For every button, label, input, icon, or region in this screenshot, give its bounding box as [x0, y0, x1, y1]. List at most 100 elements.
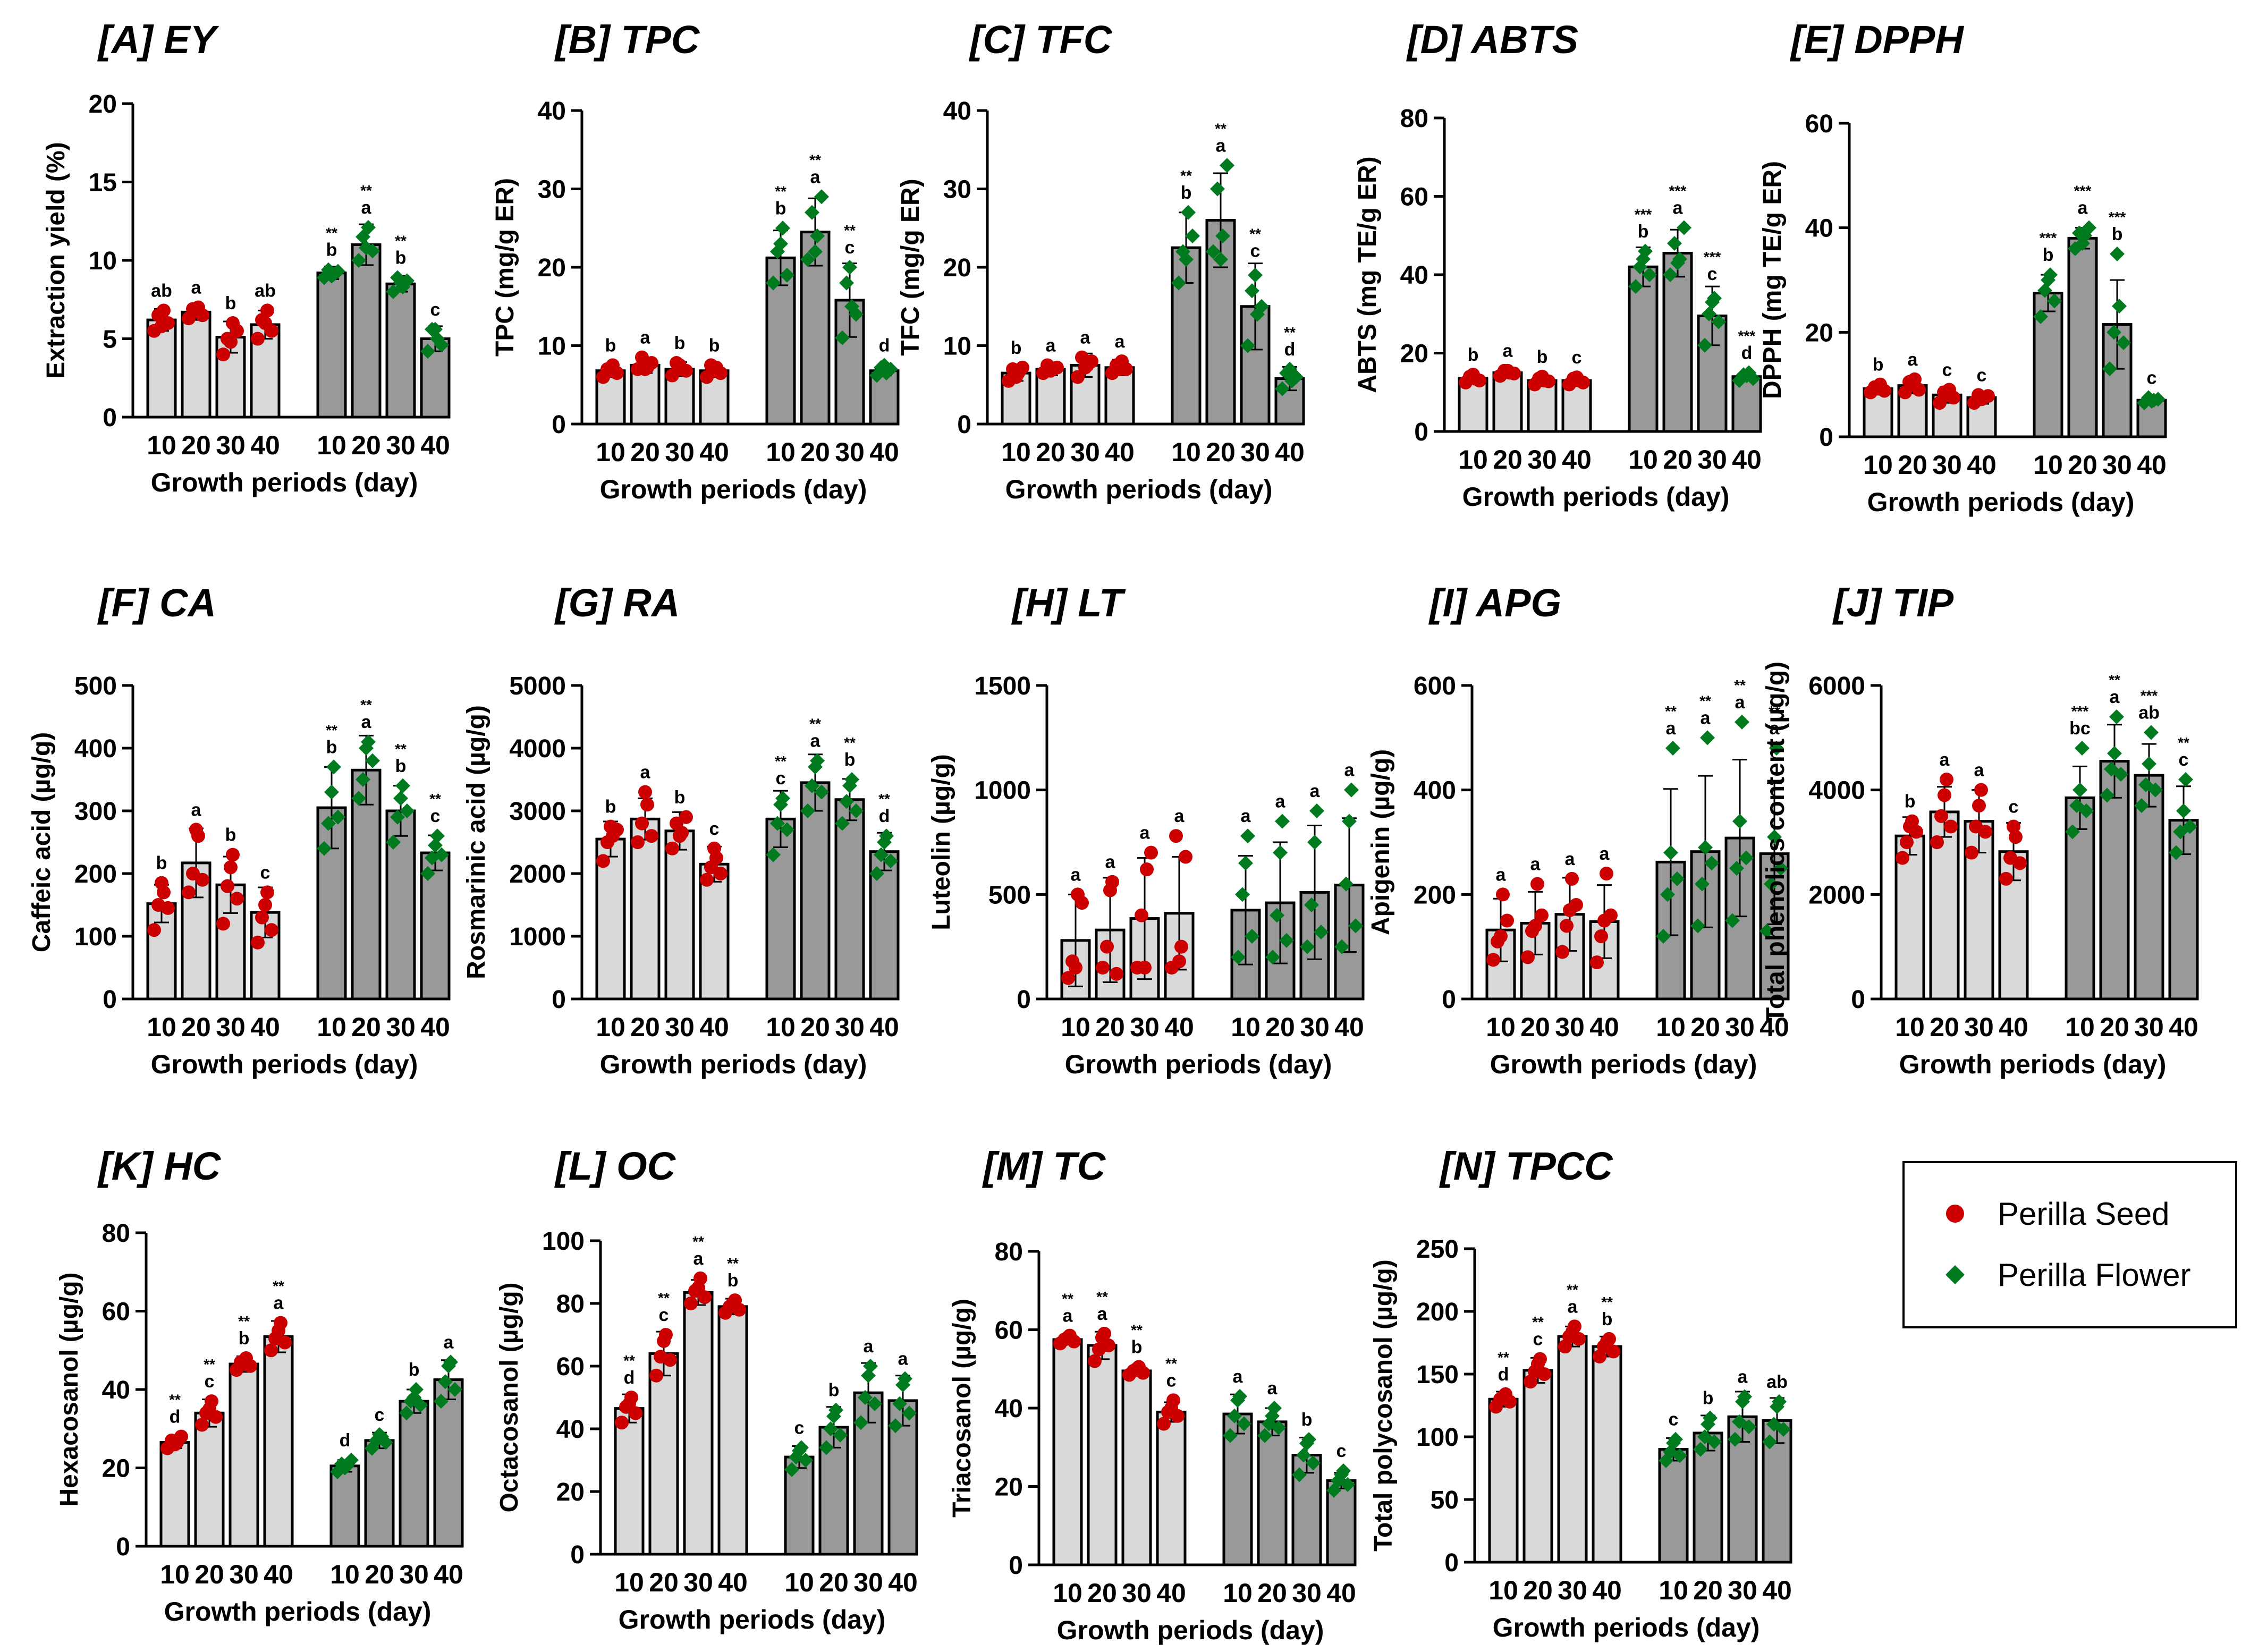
data-point-seed [1500, 913, 1514, 928]
data-point-flower [1773, 861, 1788, 876]
data-point-flower [1171, 275, 1186, 291]
data-point-flower [1275, 814, 1290, 829]
data-point-seed [1978, 825, 1992, 839]
data-point-seed [1606, 1344, 1620, 1359]
x-tick-label: 20 [351, 430, 381, 460]
data-point-flower [395, 778, 410, 793]
data-point-seed [691, 1281, 705, 1295]
x-tick-label: 40 [1326, 1578, 1356, 1608]
data-point-flower [324, 268, 339, 284]
data-point-seed [1140, 862, 1154, 877]
data-point-flower [773, 236, 788, 251]
y-tick-label: 100 [74, 923, 117, 951]
significance-letter: b [409, 1360, 420, 1380]
bar [717, 1305, 748, 1556]
significance-letter: c [2009, 797, 2019, 817]
data-point-seed [1537, 1367, 1551, 1381]
y-axis-label: Total polycosanol (µg/g) [1369, 1259, 1398, 1551]
significance-letter: a [1344, 760, 1355, 781]
data-point-seed [1466, 368, 1480, 382]
y-tick-label: 10 [943, 333, 971, 361]
data-point-seed [230, 324, 244, 338]
data-point-seed [224, 860, 238, 875]
x-tick-label: 10 [147, 1012, 176, 1042]
significance-stars: ** [326, 722, 337, 738]
y-axis-label: Hexacosanol (µg/g) [55, 1272, 83, 1506]
significance-letter: a [1046, 335, 1056, 355]
data-point-flower [1693, 1442, 1708, 1457]
x-tick-label: 10 [1863, 450, 1893, 480]
significance-letter: b [1638, 222, 1649, 242]
y-tick-label: 0 [570, 1541, 585, 1569]
bar [1662, 251, 1693, 433]
data-point-seed [1496, 887, 1510, 902]
data-point-seed [260, 303, 274, 318]
significance-letter: a [1701, 708, 1711, 728]
data-point-seed [1071, 370, 1085, 384]
data-point-seed [1999, 871, 2013, 886]
data-point-seed [1903, 819, 1917, 834]
y-tick-label: 400 [74, 735, 117, 763]
significance-letter: b [239, 1328, 250, 1349]
data-point-seed [1103, 883, 1117, 897]
significance-letter: d [1741, 343, 1753, 363]
x-tick-label: 30 [665, 1012, 695, 1042]
significance-letter: b [1011, 338, 1022, 358]
data-point-flower [1636, 251, 1651, 267]
bar [1156, 1410, 1187, 1566]
data-point-flower [766, 275, 781, 291]
data-point-flower [337, 1460, 352, 1476]
significance-stars: ** [2109, 672, 2120, 688]
data-point-seed [604, 819, 617, 834]
data-point-flower [833, 1427, 848, 1443]
significance-stars: ** [658, 1290, 670, 1306]
significance-letter: a [1241, 806, 1251, 826]
x-tick-label: 10 [1171, 437, 1201, 467]
data-point-flower [835, 816, 850, 831]
x-tick-label: 40 [869, 437, 899, 467]
x-tick-label: 20 [1265, 1012, 1295, 1042]
data-point-flower [823, 1421, 838, 1436]
data-point-flower [1725, 913, 1740, 928]
data-point-flower [808, 759, 823, 775]
x-tick-label: 20 [2100, 1012, 2129, 1042]
bar [433, 1378, 464, 1548]
data-point-flower [2082, 220, 2096, 235]
data-point-flower [874, 847, 889, 862]
x-tick-label: 30 [1240, 437, 1270, 467]
x-tick-label: 30 [386, 1012, 416, 1042]
significance-letter: b [1181, 183, 1192, 203]
significance-letter: a [864, 1336, 874, 1357]
y-tick-label: 200 [74, 860, 117, 888]
chart-title: [I] APG [1428, 581, 1561, 625]
significance-letter: a [191, 800, 202, 820]
y-tick-label: 40 [1805, 215, 1833, 243]
data-point-flower [2144, 725, 2159, 740]
data-point-seed [1044, 363, 1058, 378]
data-point-seed [1174, 939, 1188, 954]
y-tick-label: 0 [957, 411, 971, 439]
significance-letter: c [709, 819, 720, 839]
data-point-flower [326, 759, 341, 775]
data-point-seed [615, 1416, 629, 1430]
data-point-flower [877, 358, 892, 373]
significance-letter: a [1233, 1367, 1244, 1387]
data-point-flower [393, 275, 408, 290]
x-tick-label: 10 [784, 1568, 814, 1597]
x-tick-label: 10 [1486, 1012, 1516, 1042]
significance-letter: c [1250, 241, 1261, 261]
x-axis-label: Growth periods (day) [600, 475, 867, 504]
significance-letter: ab [1766, 1372, 1788, 1392]
data-point-flower [853, 1415, 868, 1430]
data-point-flower [1776, 1421, 1791, 1437]
data-point-flower [434, 337, 449, 353]
data-point-flower [1254, 299, 1269, 314]
significance-stars: ** [1699, 692, 1711, 709]
significance-letter: a [1565, 849, 1576, 869]
data-point-flower [1240, 338, 1255, 353]
x-tick-label: 30 [1932, 450, 1962, 480]
y-tick-label: 600 [1414, 672, 1456, 700]
x-tick-label: 10 [1053, 1578, 1082, 1608]
x-tick-label: 30 [1555, 1012, 1585, 1042]
